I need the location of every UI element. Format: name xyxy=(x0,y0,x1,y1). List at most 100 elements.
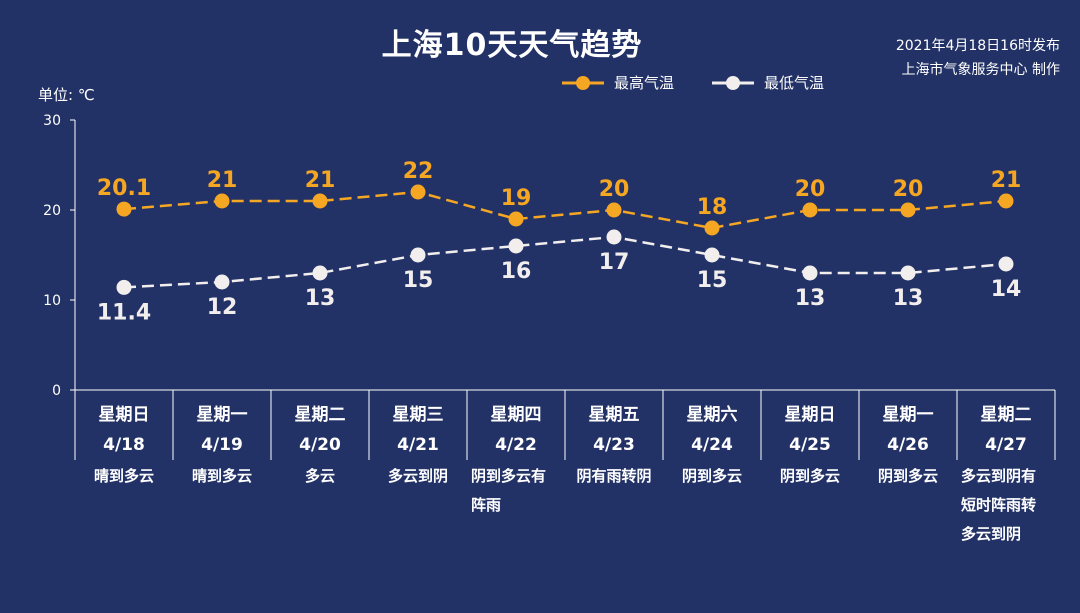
publish-time: 2021年4月18日16时发布 xyxy=(895,38,1060,54)
data-point-low xyxy=(606,229,622,245)
data-point-high xyxy=(410,184,426,200)
data-label-high: 21 xyxy=(207,168,238,193)
data-point-high xyxy=(606,202,622,218)
data-label-low: 16 xyxy=(501,259,532,284)
data-label-high: 20 xyxy=(795,177,826,202)
data-point-high xyxy=(704,220,720,236)
weather-label: 阴到多云 xyxy=(761,462,859,491)
data-label-high: 22 xyxy=(403,159,434,184)
weather-label: 阴有雨转阴 xyxy=(565,462,663,491)
day-column: 星期二 4/20 xyxy=(271,404,369,456)
date-label: 4/26 xyxy=(887,435,929,455)
weather-line: 阴有雨转阴 xyxy=(576,467,652,485)
weather-line: 阴到多云 xyxy=(877,467,938,485)
data-label-low: 14 xyxy=(991,277,1022,302)
day-column: 星期日 4/18 xyxy=(75,404,173,456)
day-column: 星期日 4/25 xyxy=(761,404,859,456)
weekday-label: 星期一 xyxy=(882,405,934,425)
weather-label: 阴到多云有 阵雨 xyxy=(471,462,565,520)
day-column: 星期四 4/22 xyxy=(467,404,565,456)
date-label: 4/25 xyxy=(789,435,831,455)
weather-line: 多云到阴 xyxy=(387,467,448,485)
weekday-label: 星期三 xyxy=(392,405,444,425)
day-column: 星期一 4/19 xyxy=(173,404,271,456)
publish-info: 2021年4月18日16时发布 上海市气象服务中心 制作 xyxy=(896,34,1060,82)
data-label-low: 15 xyxy=(697,268,728,293)
weather-label: 晴到多云 xyxy=(75,462,173,491)
date-label: 4/20 xyxy=(299,435,341,455)
date-label: 4/22 xyxy=(495,435,537,455)
legend-item-high: 最高气温 xyxy=(562,72,674,93)
data-point-low xyxy=(116,279,132,295)
data-point-high xyxy=(508,211,524,227)
data-point-low xyxy=(900,265,916,281)
date-label: 4/21 xyxy=(397,435,439,455)
data-point-low xyxy=(410,247,426,263)
data-label-high: 20 xyxy=(599,177,630,202)
legend-item-low: 最低气温 xyxy=(712,72,824,93)
data-point-low xyxy=(508,238,524,254)
data-point-low xyxy=(312,265,328,281)
weekday-label: 星期六 xyxy=(686,405,738,425)
data-point-high xyxy=(998,193,1014,209)
weather-line: 短时阵雨转 xyxy=(961,496,1037,514)
data-label-high: 18 xyxy=(697,195,728,220)
data-label-high: 20 xyxy=(893,177,924,202)
publisher: 上海市气象服务中心 制作 xyxy=(901,62,1060,78)
weather-label: 多云到阴 xyxy=(369,462,467,491)
legend-high-marker xyxy=(562,75,604,90)
y-tick-label: 20 xyxy=(43,203,61,219)
weather-line: 阴到多云 xyxy=(779,467,840,485)
unit-label: 单位: ℃ xyxy=(38,86,95,104)
date-label: 4/27 xyxy=(985,435,1027,455)
series-line-high xyxy=(123,190,1007,230)
weather-label: 多云 xyxy=(271,462,369,491)
weekday-label: 星期日 xyxy=(98,405,150,425)
weekday-label: 星期日 xyxy=(784,405,836,425)
legend-low-label: 最低气温 xyxy=(764,74,825,92)
day-column: 星期五 4/23 xyxy=(565,404,663,456)
data-label-high: 20.1 xyxy=(97,176,151,201)
day-column: 星期六 4/24 xyxy=(663,404,761,456)
data-label-low: 15 xyxy=(403,268,434,293)
data-label-low: 12 xyxy=(207,295,238,320)
date-label: 4/23 xyxy=(593,435,635,455)
chart-title: 上海10天天气趋势 xyxy=(381,28,643,63)
data-label-low: 13 xyxy=(305,286,336,311)
date-label: 4/19 xyxy=(201,435,243,455)
weather-label: 阴到多云 xyxy=(859,462,957,491)
y-tick-label: 10 xyxy=(43,293,61,309)
data-label-high: 21 xyxy=(305,168,336,193)
legend-low-marker xyxy=(712,75,754,90)
data-point-low xyxy=(704,247,720,263)
data-point-high xyxy=(802,202,818,218)
weather-line: 多云 xyxy=(304,467,335,485)
weekday-label: 星期五 xyxy=(588,405,640,425)
weather-line: 阴到多云 xyxy=(681,467,742,485)
legend-high-label: 最高气温 xyxy=(614,74,675,92)
weather-line: 多云到阴 xyxy=(961,525,1022,543)
data-point-high xyxy=(214,193,230,209)
weekday-label: 星期二 xyxy=(294,405,346,425)
weather-line: 阴到多云有 xyxy=(471,467,547,485)
data-point-low xyxy=(214,274,230,290)
data-point-high xyxy=(900,202,916,218)
day-column: 星期三 4/21 xyxy=(369,404,467,456)
data-label-low: 13 xyxy=(795,286,826,311)
date-label: 4/24 xyxy=(691,435,733,455)
weather-label: 晴到多云 xyxy=(173,462,271,491)
weekday-label: 星期二 xyxy=(980,405,1032,425)
data-label-high: 21 xyxy=(991,168,1022,193)
weather-line: 阵雨 xyxy=(471,496,502,514)
series-line-low xyxy=(123,235,1007,289)
weather-label: 阴到多云 xyxy=(663,462,761,491)
weekday-label: 星期四 xyxy=(490,405,542,425)
date-label: 4/18 xyxy=(103,435,145,455)
data-point-high xyxy=(312,193,328,209)
data-label-low: 17 xyxy=(599,250,630,275)
y-tick-label: 30 xyxy=(43,113,61,129)
data-label-high: 19 xyxy=(501,186,532,211)
data-label-low: 13 xyxy=(893,286,924,311)
weather-label: 多云到阴有 短时阵雨转 多云到阴 xyxy=(961,462,1055,549)
